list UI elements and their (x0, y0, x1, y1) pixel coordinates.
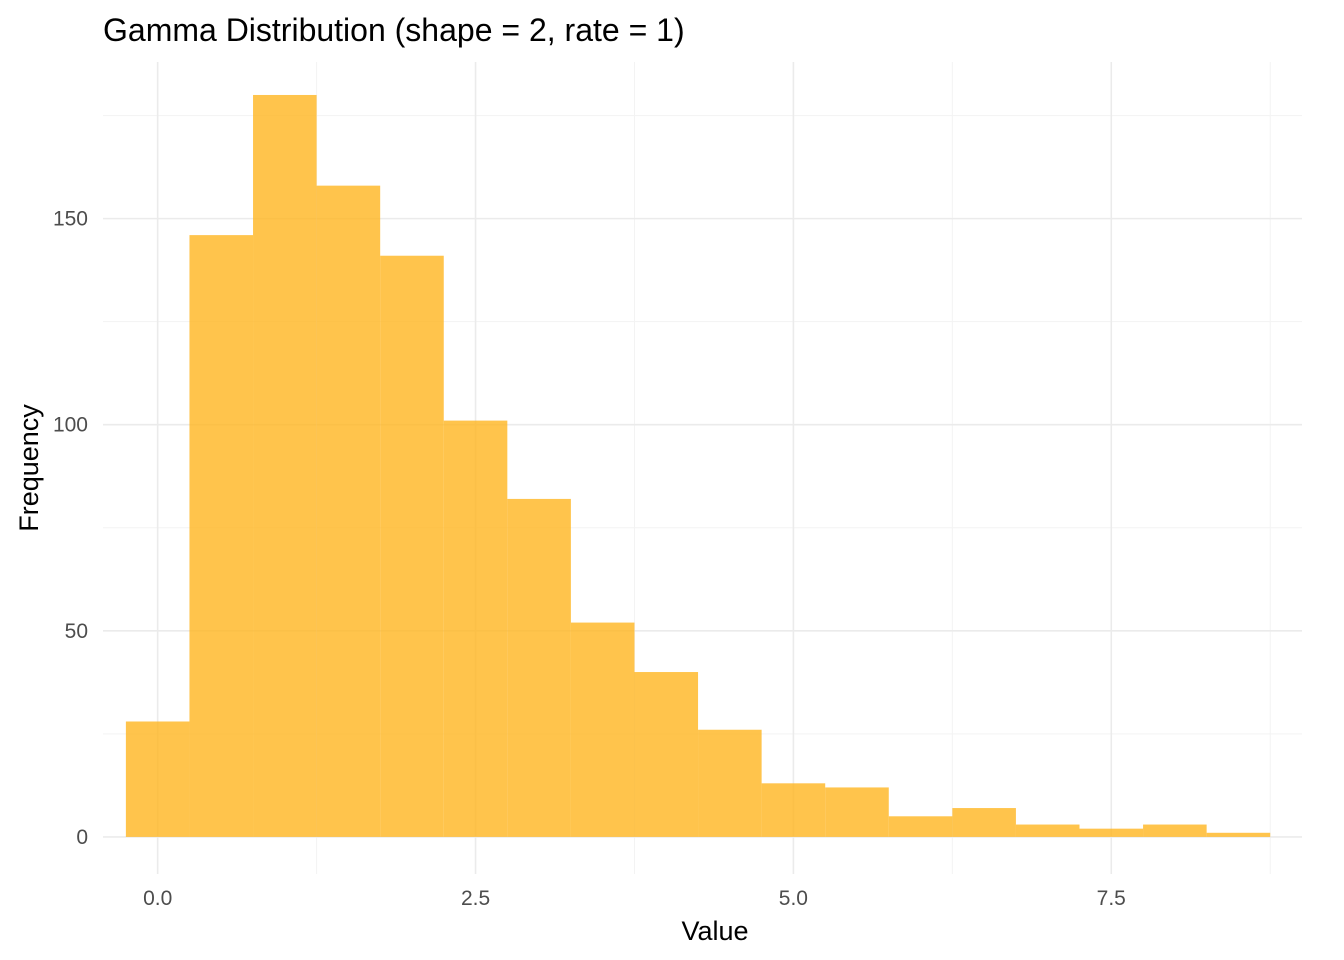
histogram-bar (952, 808, 1016, 837)
axis-ticks: 0.0 2.5 5.0 7.5 0 50 100 150 (53, 208, 1126, 910)
histogram-bar (634, 672, 699, 837)
x-tick-label: 0.0 (143, 887, 172, 910)
histogram-bar (507, 498, 571, 837)
histogram-bar (253, 94, 317, 837)
histogram-bar (125, 721, 190, 837)
y-tick-label: 50 (65, 620, 88, 643)
histogram-bar (1143, 824, 1207, 837)
x-tick-label: 7.5 (1097, 887, 1126, 910)
x-axis-title: Value (681, 916, 748, 946)
histogram-bar (443, 420, 508, 837)
histogram-bar (888, 816, 953, 837)
chart-title: Gamma Distribution (shape = 2, rate = 1) (103, 12, 685, 48)
histogram-bar (570, 622, 635, 837)
y-axis-title: Frequency (14, 404, 44, 532)
histogram-bar (1079, 828, 1144, 837)
histogram-bar (761, 783, 826, 837)
histogram-bar (189, 235, 254, 837)
y-tick-label: 0 (76, 826, 88, 849)
y-tick-label: 150 (53, 208, 88, 231)
histogram-bar (380, 255, 444, 837)
histogram-bar (1015, 824, 1080, 837)
histogram-bar (698, 729, 762, 837)
histogram-bars (125, 94, 1271, 837)
x-tick-label: 5.0 (779, 887, 808, 910)
y-tick-label: 100 (53, 414, 88, 437)
histogram-bar (825, 787, 889, 837)
histogram-bar (1206, 832, 1271, 837)
x-tick-label: 2.5 (461, 887, 490, 910)
histogram-bar (316, 185, 381, 837)
